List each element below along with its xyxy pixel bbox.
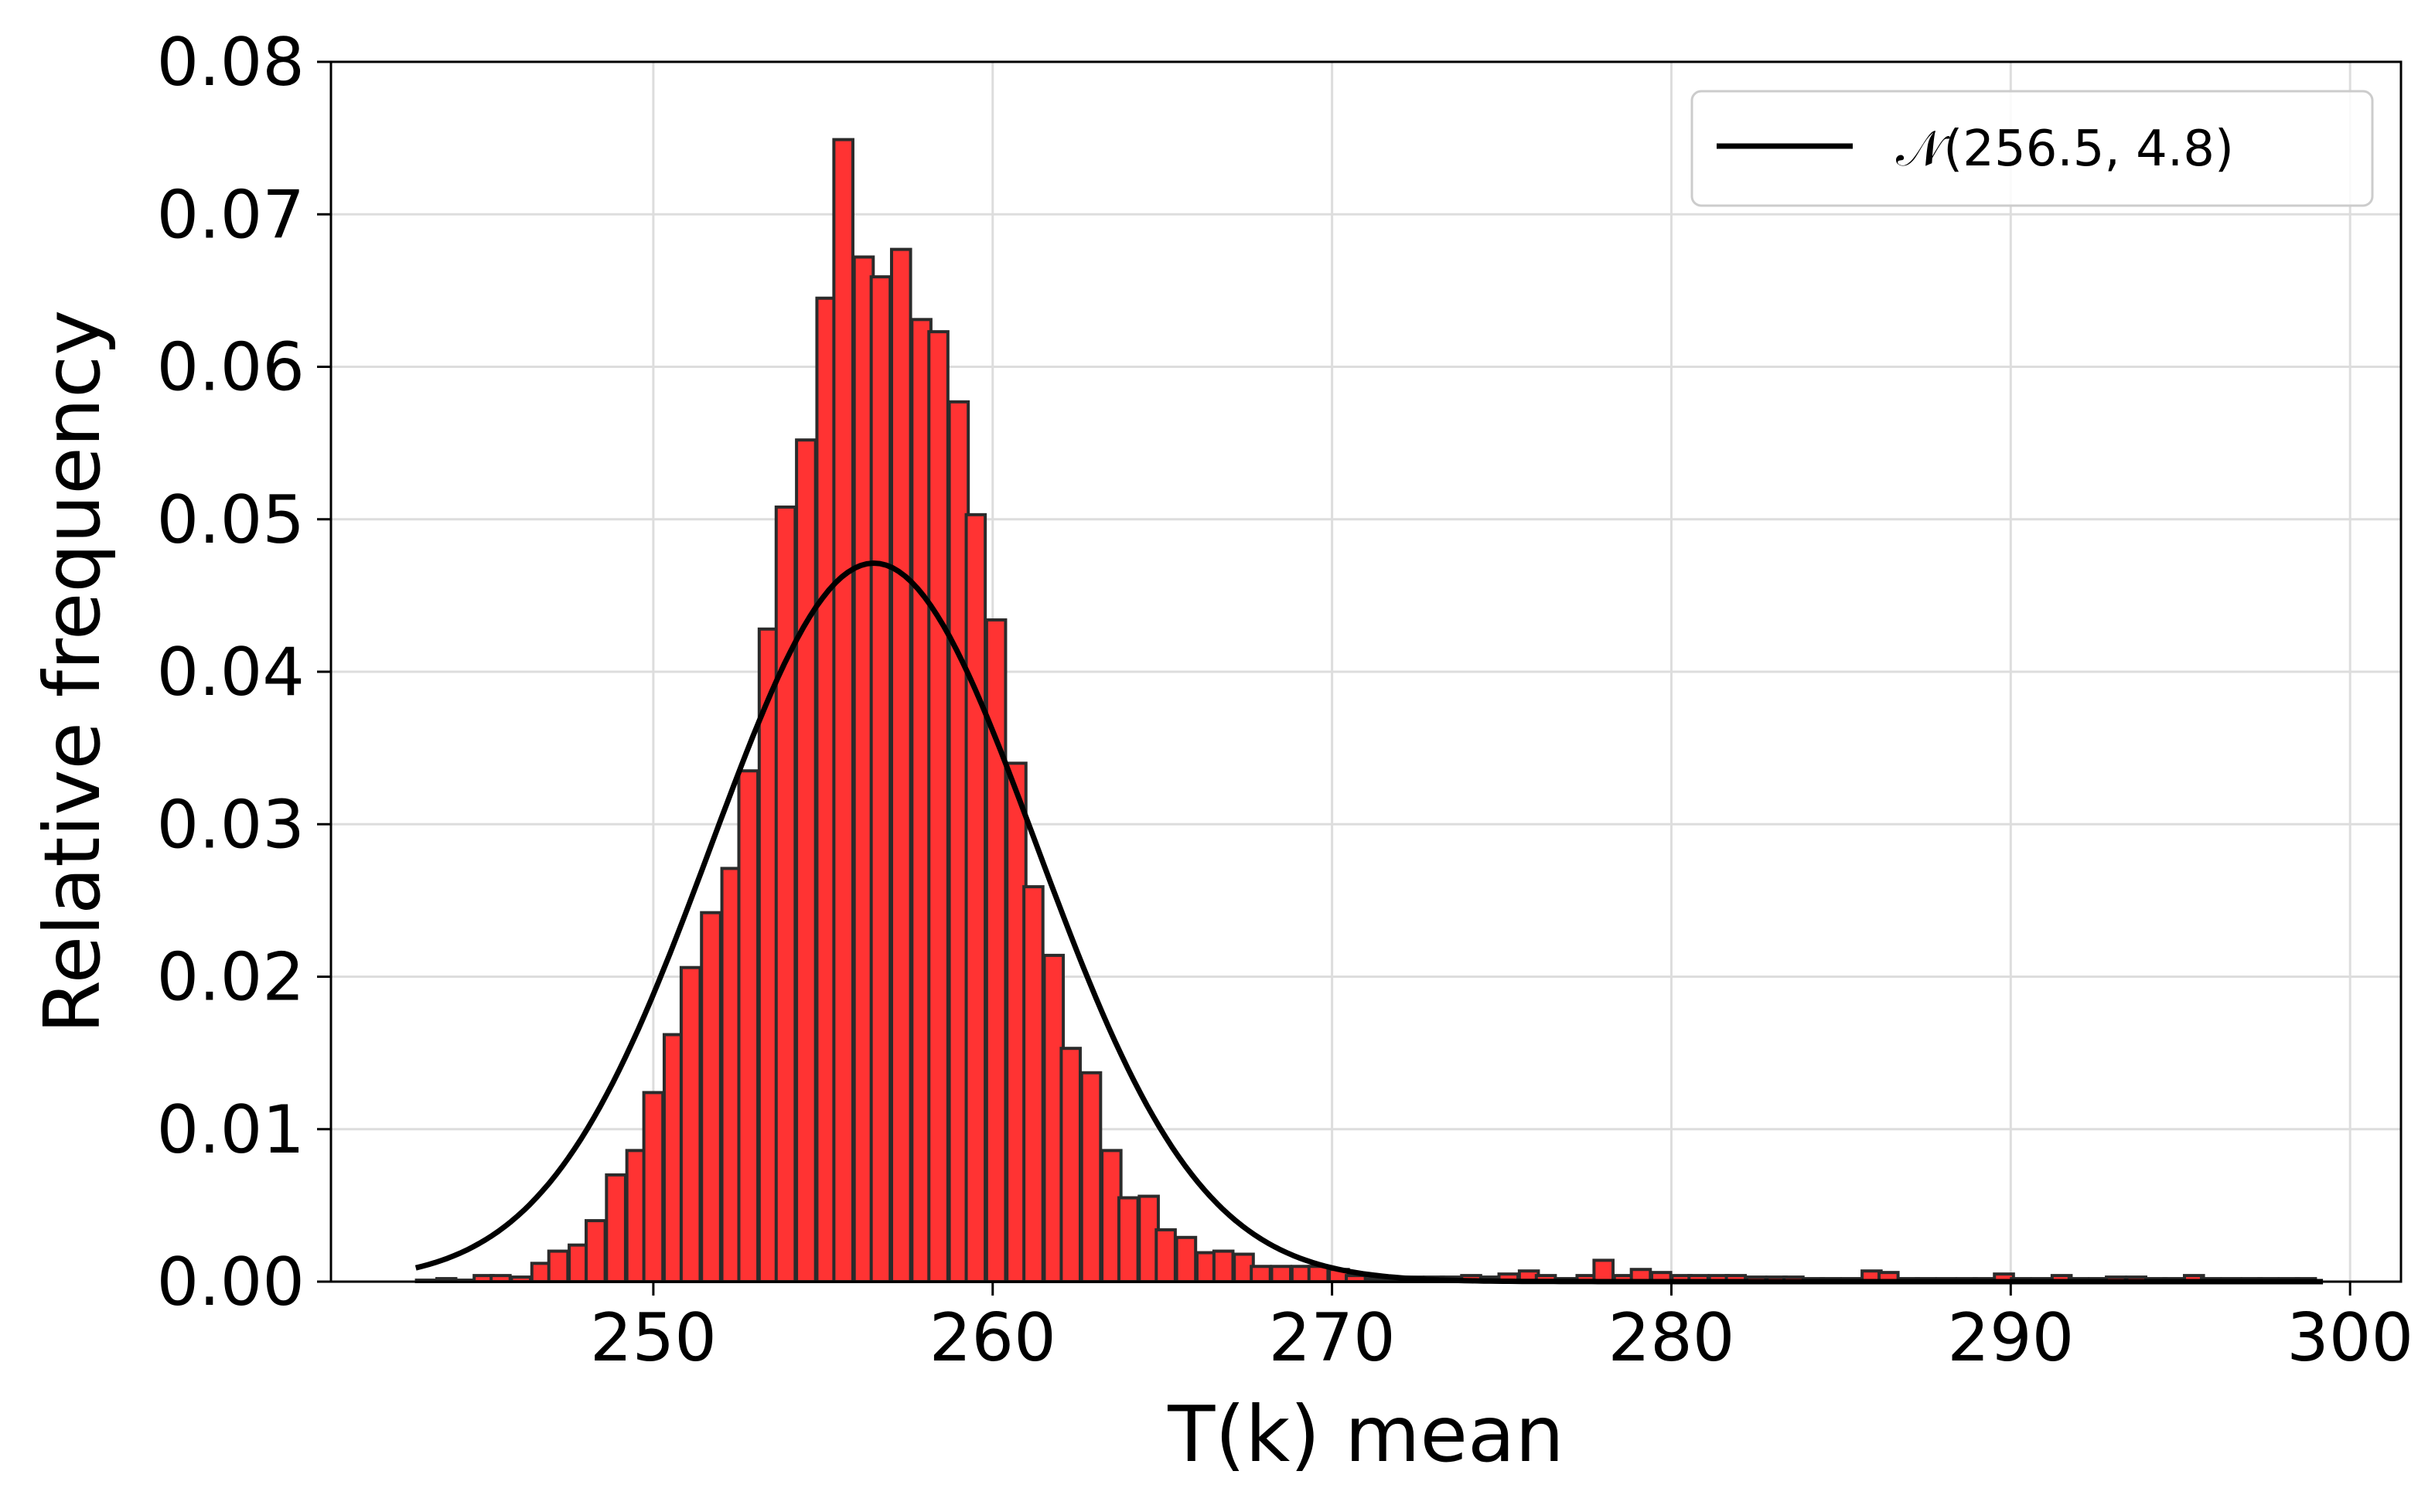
x-tick-label: 260 xyxy=(929,1299,1056,1377)
histogram-bar xyxy=(1154,1228,1177,1284)
histogram-bars xyxy=(414,138,2317,1284)
y-tick-label: 0.04 xyxy=(157,634,305,711)
histogram-bar xyxy=(889,247,912,1283)
histogram-bar xyxy=(832,138,854,1283)
y-tick-label: 0.01 xyxy=(157,1091,305,1169)
x-tick-label: 290 xyxy=(1947,1299,2074,1377)
histogram-bar xyxy=(1175,1235,1198,1283)
x-tick-label: 270 xyxy=(1269,1299,1396,1377)
histogram-bar xyxy=(1079,1071,1103,1283)
x-axis-title: T(k) mean xyxy=(1167,1389,1564,1480)
histogram-bar xyxy=(964,513,987,1283)
histogram-bar xyxy=(774,505,797,1283)
y-tick-label: 0.03 xyxy=(157,786,305,863)
histogram-bar xyxy=(1270,1265,1293,1284)
y-tick-label: 0.08 xyxy=(157,24,305,101)
histogram-bar xyxy=(927,330,950,1284)
y-tick-label: 0.07 xyxy=(157,176,305,254)
histogram-bar xyxy=(795,438,817,1283)
legend: 𝒩(256.5, 4.8) xyxy=(1690,90,2374,207)
grid-layer xyxy=(331,60,2401,1283)
histogram-bar xyxy=(1059,1047,1082,1284)
histogram-bar xyxy=(700,911,722,1284)
histogram-bar xyxy=(547,1249,570,1284)
legend-label: 𝒩(256.5, 4.8) xyxy=(1896,121,2234,178)
y-tick-label: 0.00 xyxy=(157,1244,305,1321)
histogram-bar xyxy=(585,1219,607,1283)
y-tick-label: 0.06 xyxy=(157,329,305,407)
histogram-bar xyxy=(737,769,760,1283)
histogram-bar xyxy=(1250,1265,1272,1284)
histogram-bar xyxy=(679,965,702,1284)
x-tick-label: 250 xyxy=(590,1299,717,1377)
y-tick-label: 0.05 xyxy=(157,482,305,559)
x-axis-ticks: 250 260 270 280 290 300 xyxy=(590,1282,2413,1377)
y-tick-label: 0.02 xyxy=(157,939,305,1017)
histogram-bar xyxy=(605,1173,627,1284)
histogram-bar xyxy=(1117,1196,1140,1283)
histogram-bar xyxy=(1022,885,1045,1284)
histogram-bar xyxy=(642,1091,665,1284)
histogram-bar xyxy=(869,275,892,1283)
histogram-bar xyxy=(1212,1249,1235,1284)
y-axis-title: Relative frequency xyxy=(27,310,118,1034)
legend-box xyxy=(1690,90,2374,207)
x-tick-label: 300 xyxy=(2287,1299,2413,1377)
histogram-bar xyxy=(1592,1258,1615,1284)
y-axis-ticks: 0.00 0.01 0.02 0.03 0.04 0.05 0.06 0.07 0.08 xyxy=(157,24,331,1321)
x-tick-label: 280 xyxy=(1608,1299,1734,1377)
